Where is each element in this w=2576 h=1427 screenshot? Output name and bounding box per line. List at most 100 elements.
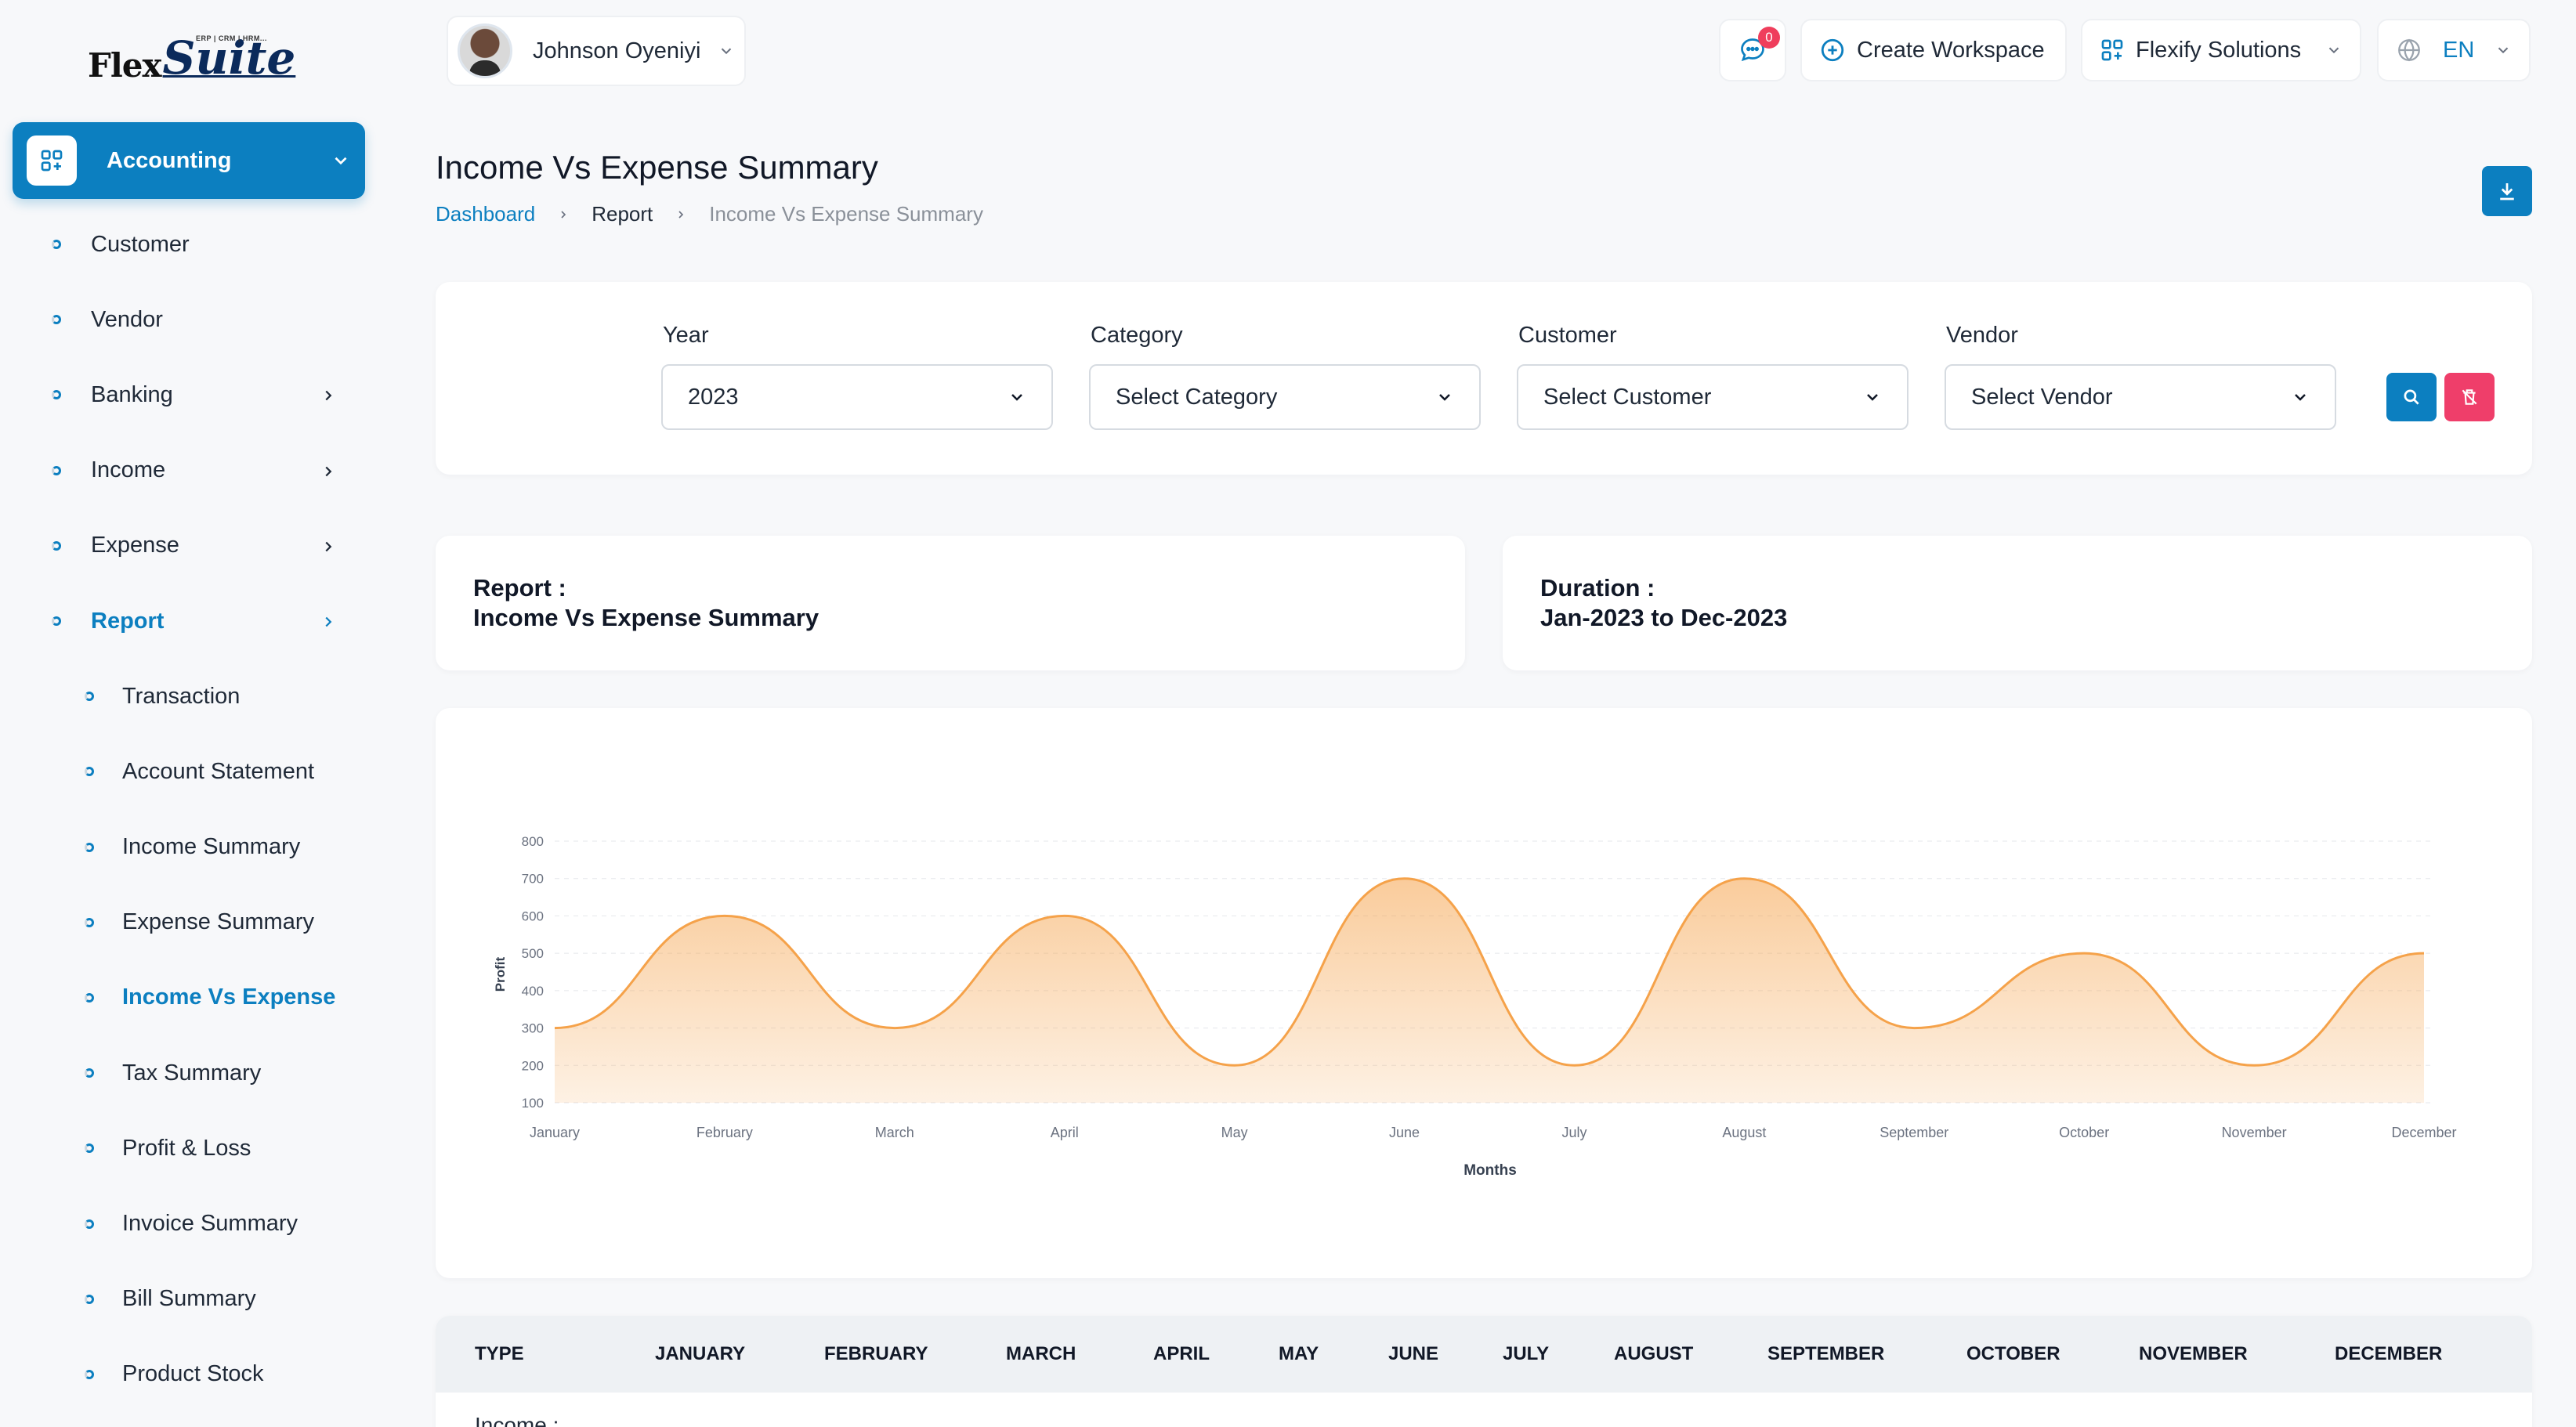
- column-header-type: TYPE: [475, 1343, 524, 1364]
- language-switcher[interactable]: EN: [2377, 19, 2531, 81]
- report-info-card: Report : Income Vs Expense Summary: [436, 536, 1465, 670]
- company-name: Flexify Solutions: [2136, 37, 2302, 63]
- chevron-down-icon: [2295, 394, 2306, 401]
- sidebar-item-profit-loss[interactable]: Profit & Loss: [0, 1111, 392, 1186]
- series-line: [554, 877, 2425, 1067]
- sidebar-item-label: Bill Summary: [122, 1286, 256, 1312]
- column-header-march: MARCH: [1006, 1343, 1076, 1364]
- chart-svg: 800 700 600 500 400 300 200 100 January February M…: [493, 834, 2457, 1179]
- x-tick-label: April: [1051, 1125, 1079, 1140]
- bullet-icon: [85, 767, 94, 777]
- breadcrumb-dashboard-link[interactable]: Dashboard: [436, 202, 536, 226]
- sidebar-item-expense-summary[interactable]: Expense Summary: [0, 885, 392, 960]
- sidebar-item-transaction[interactable]: Transaction: [0, 659, 392, 734]
- module-label: Accounting: [107, 147, 232, 173]
- sidebar-item-report[interactable]: Report: [0, 583, 392, 659]
- bullet-icon: [52, 465, 61, 475]
- messages-button[interactable]: 0: [1719, 19, 1786, 81]
- breadcrumb-current: Income Vs Expense Summary: [709, 202, 983, 226]
- sidebar-item-label: Report: [91, 608, 165, 634]
- column-header-november: NOVEMBER: [2139, 1343, 2248, 1364]
- chevron-right-icon: [325, 391, 332, 401]
- report-label: Report :: [473, 574, 566, 602]
- sidebar-item-invoice-summary[interactable]: Invoice Summary: [0, 1186, 392, 1261]
- x-axis-label: Months: [1463, 1162, 1517, 1179]
- bullet-icon: [85, 1143, 94, 1154]
- brand-logo[interactable]: Flex Suite ERP | CRM | HRM...: [88, 30, 295, 85]
- sidebar-item-income-summary[interactable]: Income Summary: [0, 810, 392, 885]
- breadcrumb-report-link[interactable]: Report: [592, 202, 653, 226]
- income-row-label: Income :: [475, 1413, 559, 1427]
- chat-bubble-icon: [1741, 38, 1764, 62]
- sidebar-item-income[interactable]: Income: [0, 433, 392, 508]
- message-count-badge: 0: [1758, 27, 1780, 49]
- chevron-right-icon: [325, 466, 332, 476]
- customer-value: Select Customer: [1543, 384, 1712, 410]
- filter-card: Year 2023 Category Select Category Custo…: [436, 282, 2532, 475]
- sidebar-item-income-vs-expense[interactable]: Income Vs Expense: [0, 960, 392, 1035]
- bullet-icon: [52, 540, 61, 551]
- x-tick-label: July: [1561, 1125, 1586, 1140]
- y-tick-label: 700: [522, 872, 544, 887]
- summary-table: TYPE JANUARY FEBRUARY MARCH APRIL MAY JUNE JULY…: [436, 1316, 2532, 1427]
- category-label: Category: [1091, 323, 1183, 348]
- sidebar-item-account-statement[interactable]: Account Statement: [0, 734, 392, 809]
- language-label: EN: [2443, 37, 2475, 63]
- brand-logo-suite: Suite: [162, 31, 296, 85]
- column-header-september: SEPTEMBER: [1767, 1343, 1885, 1364]
- x-tick-label: October: [2059, 1125, 2109, 1140]
- x-tick-label: November: [2222, 1125, 2287, 1140]
- download-icon: [2500, 183, 2514, 201]
- sidebar-item-label: Account Statement: [122, 758, 315, 784]
- user-profile-menu[interactable]: Johnson Oyeniyi: [447, 16, 746, 86]
- sidebar-item-expense[interactable]: Expense: [0, 508, 392, 583]
- sidebar-item-customer[interactable]: Customer: [0, 207, 392, 282]
- sidebar-item-label: Banking: [91, 381, 173, 407]
- company-switcher[interactable]: Flexify Solutions: [2081, 19, 2361, 81]
- duration-label: Duration :: [1540, 574, 1655, 602]
- sidebar-item-product-stock[interactable]: Product Stock: [0, 1337, 392, 1412]
- year-value: 2023: [688, 384, 739, 410]
- x-tick-label: August: [1722, 1125, 1766, 1140]
- y-tick-label: 400: [522, 984, 544, 999]
- download-button[interactable]: [2482, 166, 2532, 216]
- sidebar-item-tax-summary[interactable]: Tax Summary: [0, 1035, 392, 1111]
- bullet-icon: [52, 315, 61, 325]
- x-tick-label: February: [696, 1125, 753, 1140]
- series-area: [555, 878, 2424, 1103]
- create-workspace-label: Create Workspace: [1857, 37, 2045, 63]
- bullet-icon: [85, 1294, 94, 1304]
- bullet-icon: [85, 917, 94, 927]
- year-filter: Year 2023: [661, 323, 1053, 430]
- column-header-january: JANUARY: [655, 1343, 746, 1364]
- report-value: Income Vs Expense Summary: [473, 604, 819, 631]
- user-name: Johnson Oyeniyi: [533, 38, 701, 63]
- customer-select[interactable]: Select Customer: [1517, 364, 1908, 430]
- sidebar-item-label: Income Summary: [122, 834, 301, 860]
- y-axis-label: Profit: [493, 956, 508, 992]
- sidebar-item-banking[interactable]: Banking: [0, 357, 392, 432]
- clear-filters-button[interactable]: [2444, 373, 2495, 421]
- sidebar-item-bill-summary[interactable]: Bill Summary: [0, 1262, 392, 1337]
- column-header-october: OCTOBER: [1966, 1343, 2060, 1364]
- sidebar-item-label: Income Vs Expense: [122, 984, 336, 1010]
- category-select[interactable]: Select Category: [1089, 364, 1481, 430]
- column-header-april: APRIL: [1153, 1343, 1210, 1364]
- plus-circle-icon: [1821, 38, 1844, 62]
- vendor-select[interactable]: Select Vendor: [1945, 364, 2336, 430]
- sidebar-item-vendor[interactable]: Vendor: [0, 282, 392, 357]
- breadcrumb-separator-icon: [557, 202, 570, 226]
- category-value: Select Category: [1116, 384, 1278, 410]
- accounting-module-button[interactable]: Accounting: [13, 122, 365, 199]
- year-select[interactable]: 2023: [661, 364, 1053, 430]
- search-button[interactable]: [2386, 373, 2437, 421]
- breadcrumb: Dashboard Report Income Vs Expense Summa…: [436, 202, 983, 226]
- bullet-icon: [52, 616, 61, 627]
- y-tick-label: 300: [522, 1021, 544, 1036]
- x-tick-label: March: [875, 1125, 914, 1140]
- year-label: Year: [663, 323, 709, 348]
- chevron-down-icon: [1439, 394, 1450, 401]
- avatar: [458, 23, 512, 78]
- create-workspace-button[interactable]: Create Workspace: [1800, 19, 2067, 81]
- sidebar-item-label: Product Stock: [122, 1361, 264, 1387]
